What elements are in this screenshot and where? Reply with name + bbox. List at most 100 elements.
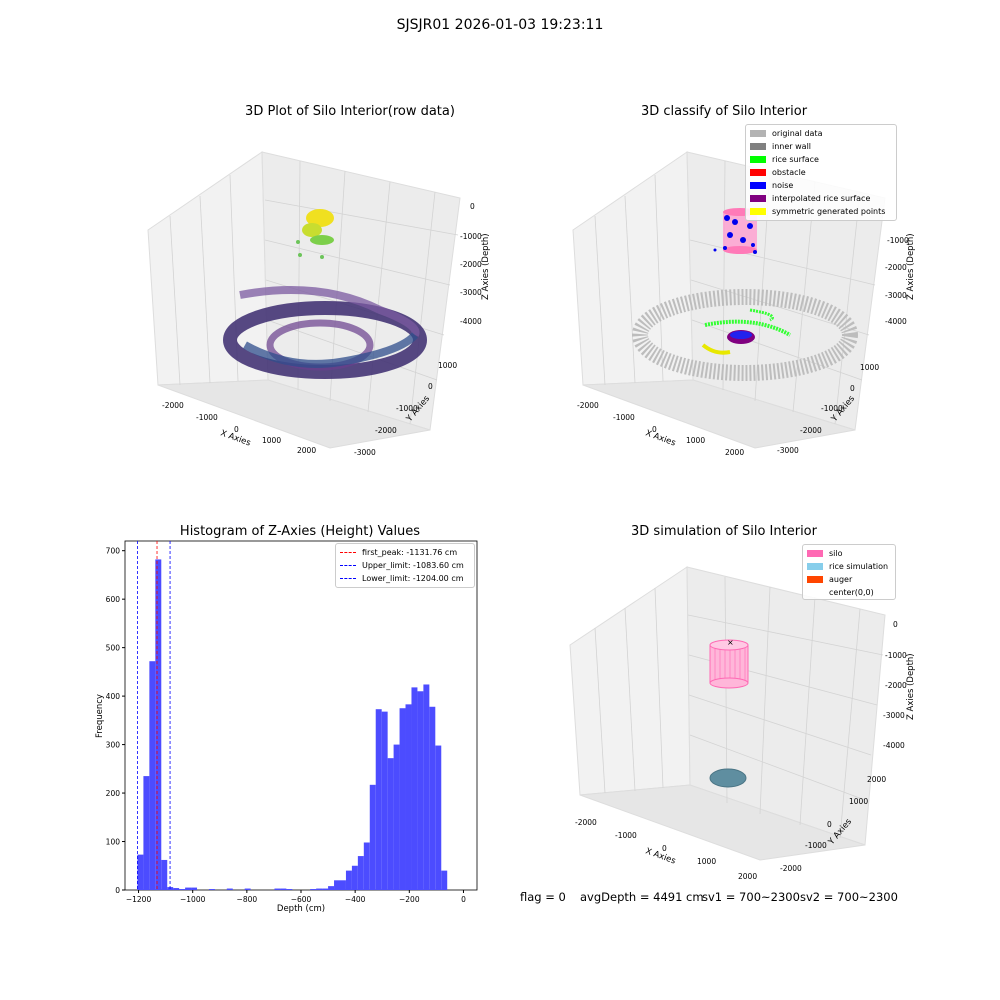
histogram-xtick-label: −800 <box>237 895 258 904</box>
simulation-legend-item: rice simulation <box>807 560 891 573</box>
histogram-ytick-label: 300 <box>106 741 121 750</box>
histogram-bar <box>381 711 388 890</box>
classify-zlabel: Z Axies (Depth) <box>906 233 916 300</box>
raw-ztick: -3000 <box>460 288 482 297</box>
raw-ztick: 0 <box>470 202 475 211</box>
classify-legend-label: original data <box>772 129 823 138</box>
histogram-reference-lines <box>137 541 171 890</box>
sv2-status: sv2 = 700~2300 <box>800 890 898 904</box>
histogram-bar <box>161 859 168 890</box>
histogram-legend-item: first_peak: -1131.76 cm <box>340 546 470 559</box>
histogram-bar <box>310 889 317 890</box>
histogram-ylabel: Frequency <box>95 694 105 738</box>
raw-xtick: -2000 <box>162 401 184 410</box>
simulation-ztick: 0 <box>893 620 898 629</box>
classify-xlabel: X Axies <box>644 428 677 448</box>
histogram-ytick-label: 200 <box>106 789 121 798</box>
raw-ytick: -2000 <box>375 426 397 435</box>
histogram-bar <box>137 854 144 890</box>
classify-legend-item: interpolated rice surface <box>750 192 892 205</box>
histogram-bar <box>149 661 156 890</box>
simulation-ytick: -1000 <box>805 841 827 850</box>
classify-legend-swatch <box>750 156 766 163</box>
histogram-bar <box>387 758 394 890</box>
classify-legend: original data inner wall rice surface obsta… <box>745 124 897 221</box>
simulation-legend-swatch <box>807 589 823 596</box>
histogram-bar <box>441 870 448 890</box>
histogram-bar <box>191 887 198 890</box>
raw-ytick: 1000 <box>438 361 457 370</box>
classify-legend-swatch <box>750 208 766 215</box>
histogram-xtick-label: −600 <box>291 895 312 904</box>
histogram-bar <box>316 888 323 890</box>
simulation-legend: silo rice simulation auger center(0,0) <box>802 544 896 600</box>
histogram-bar <box>334 880 340 890</box>
histogram-bar <box>369 784 376 890</box>
simulation-xtick: -1000 <box>615 831 637 840</box>
simulation-ztick: -4000 <box>883 741 905 750</box>
classify-legend-label: obstacle <box>772 168 806 177</box>
histogram-xtick-label: 0 <box>461 895 466 904</box>
classify-legend-label: rice surface <box>772 155 819 164</box>
classify-ytick: 0 <box>850 384 855 393</box>
raw-3d-plot: -2000 -1000 0 1000 2000 1000 0 -1000 -20… <box>147 151 491 457</box>
histogram-legend-line <box>340 565 356 566</box>
classify-legend-label: inner wall <box>772 142 812 151</box>
histogram-ytick-label: 600 <box>106 595 121 604</box>
classify-legend-item: inner wall <box>750 140 892 153</box>
classify-xtick: 1000 <box>686 436 705 445</box>
simulation-ztick: -2000 <box>885 681 907 690</box>
classify-plot-title: 3D classify of Silo Interior <box>640 104 808 119</box>
histogram-legend-line <box>340 552 356 553</box>
classify-legend-swatch <box>750 143 766 150</box>
simulation-ytick: 2000 <box>867 775 886 784</box>
histogram-xtick-label: −400 <box>345 895 366 904</box>
classify-ytick: -1000 <box>821 404 843 413</box>
classify-xtick: 2000 <box>725 448 744 457</box>
silo-cylinder: × <box>709 638 749 689</box>
raw-xtick: 1000 <box>262 436 281 445</box>
histogram-bar <box>345 870 352 890</box>
histogram-bar <box>185 887 192 890</box>
histogram-ytick-label: 400 <box>106 692 121 701</box>
simulation-xtick: 1000 <box>697 857 716 866</box>
histogram-bar <box>435 745 442 890</box>
classify-xtick: -1000 <box>613 413 635 422</box>
simulation-legend-swatch <box>807 576 823 583</box>
classify-ytick: -2000 <box>800 426 822 435</box>
histogram-bar <box>423 684 430 890</box>
histogram-bar <box>405 704 412 890</box>
simulation-ytick: 1000 <box>849 797 868 806</box>
simulation-legend-label: rice simulation <box>829 562 889 571</box>
raw-ztick: -4000 <box>460 317 482 326</box>
avg-depth-status: avgDepth = 4491 cm <box>580 890 704 904</box>
raw-ztick: -1000 <box>460 232 482 241</box>
histogram-bar <box>155 559 162 890</box>
histogram-legend-line <box>340 578 356 579</box>
simulation-legend-item: center(0,0) <box>807 586 891 599</box>
classify-legend-item: symmetric generated points <box>750 205 892 218</box>
simulation-xtick: 2000 <box>738 872 757 881</box>
classify-legend-swatch <box>750 130 766 137</box>
classify-xtick: -2000 <box>577 401 599 410</box>
histogram-xtick-label: −200 <box>399 895 420 904</box>
histogram-legend-label: Lower_limit: -1204.00 cm <box>362 574 464 583</box>
histogram-bar <box>363 842 370 890</box>
histogram-legend-label: first_peak: -1131.76 cm <box>362 548 458 557</box>
histogram-bar <box>226 888 233 890</box>
sv1-status: sv1 = 700~2300 <box>702 890 800 904</box>
classify-legend-label: interpolated rice surface <box>772 194 871 203</box>
histogram-bar <box>274 888 281 890</box>
histogram-bar <box>411 687 418 890</box>
histogram-bar <box>173 888 180 890</box>
classify-ztick: -4000 <box>885 317 907 326</box>
histogram-bar <box>280 888 287 890</box>
simulation-legend-label: auger <box>829 575 853 584</box>
histogram-bar <box>339 880 346 890</box>
simulation-xtick: 0 <box>662 844 667 853</box>
simulation-zlabel: Z Axies (Depth) <box>906 653 916 720</box>
classify-ztick: -2000 <box>885 263 907 272</box>
histogram-legend-label: Upper_limit: -1083.60 cm <box>362 561 464 570</box>
simulation-legend-swatch <box>807 550 823 557</box>
histogram-legend: first_peak: -1131.76 cm Upper_limit: -108… <box>335 543 475 588</box>
